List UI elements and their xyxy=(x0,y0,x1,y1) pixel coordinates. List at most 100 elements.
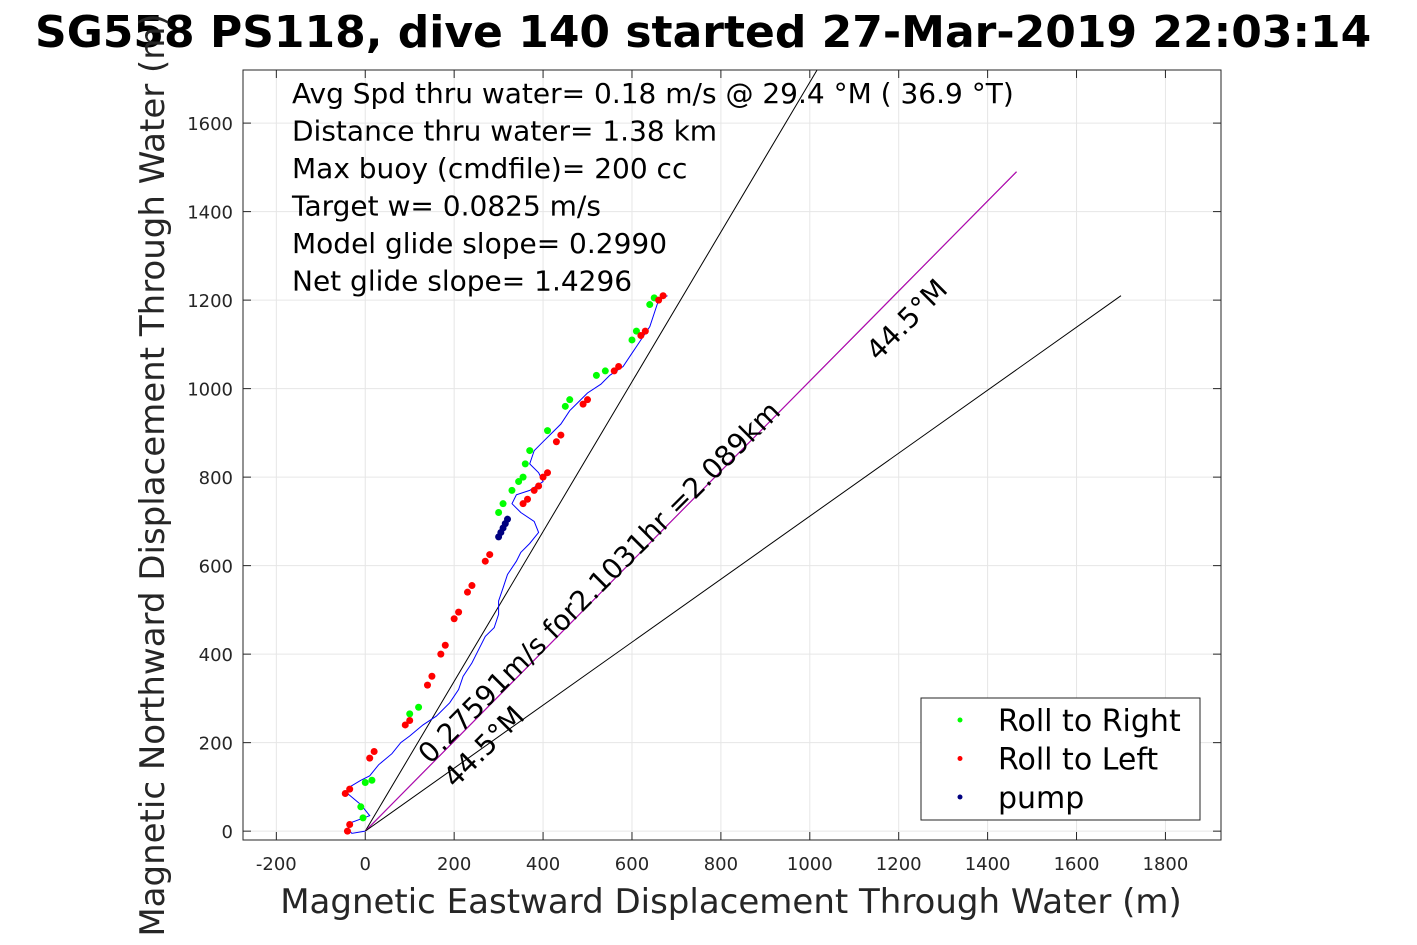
marker-roll-to-left xyxy=(530,486,538,494)
current-label: 0.27591m/s for2.1031hr =2.089km xyxy=(412,395,787,770)
reference-line-bound-left xyxy=(364,70,818,832)
x-axis-label: Magnetic Eastward Displacement Through W… xyxy=(280,882,1182,922)
marker-roll-to-right xyxy=(368,776,376,784)
y-tick-label: 200 xyxy=(199,734,233,755)
marker-roll-to-right xyxy=(508,486,516,494)
marker-roll-to-left xyxy=(441,641,449,649)
info-line: Avg Spd thru water= 0.18 m/s @ 29.4 °M (… xyxy=(292,77,1014,110)
y-tick-label: 1400 xyxy=(187,203,233,224)
info-line: Distance thru water= 1.38 km xyxy=(292,115,717,148)
marker-roll-to-left xyxy=(524,495,532,503)
marker-roll-to-left xyxy=(637,332,645,340)
info-line: Target w= 0.0825 m/s xyxy=(291,190,601,223)
marker-roll-to-left xyxy=(437,650,445,658)
marker-roll-to-left xyxy=(463,588,471,596)
marker-roll-to-left xyxy=(486,551,494,559)
x-tick-label: 1400 xyxy=(965,854,1011,875)
marker-roll-to-left xyxy=(343,827,351,835)
marker-roll-to-left xyxy=(641,327,649,335)
glider-track xyxy=(346,295,668,834)
x-tick-label: -200 xyxy=(256,854,297,875)
marker-roll-to-right xyxy=(628,336,636,344)
marker-roll-to-right xyxy=(526,447,534,455)
y-tick-label: 1000 xyxy=(187,380,233,401)
legend-marker-roll-to-left xyxy=(957,756,963,761)
y-tick-label: 800 xyxy=(199,468,233,489)
marker-roll-to-left xyxy=(401,721,409,729)
y-tick-label: 1600 xyxy=(187,114,233,135)
x-tick-label: 400 xyxy=(526,854,560,875)
info-line: Max buoy (cmdfile)= 200 cc xyxy=(292,152,687,185)
marker-roll-to-right xyxy=(415,703,423,711)
marker-roll-to-left xyxy=(535,482,543,490)
marker-roll-to-left xyxy=(615,362,623,370)
plot-area xyxy=(341,70,1122,835)
marker-roll-to-left xyxy=(346,785,354,793)
marker-roll-to-right xyxy=(646,301,654,309)
marker-roll-to-left xyxy=(481,557,489,565)
x-tick-label: 0 xyxy=(360,854,371,875)
x-tick-label: 1800 xyxy=(1143,854,1189,875)
x-tick-label: 800 xyxy=(704,854,738,875)
marker-roll-to-left xyxy=(450,615,458,623)
y-tick-label: 1200 xyxy=(187,291,233,312)
legend-label-pump: pump xyxy=(998,781,1084,816)
legend-label-roll-to-right: Roll to Right xyxy=(998,704,1181,739)
marker-roll-to-right xyxy=(566,396,574,404)
marker-roll-to-right xyxy=(544,427,552,435)
marker-roll-to-left xyxy=(579,400,587,408)
reference-line-current xyxy=(364,171,1017,832)
marker-roll-to-right xyxy=(361,778,369,786)
marker-roll-to-left xyxy=(610,367,618,375)
legend-label-roll-to-left: Roll to Left xyxy=(998,743,1158,778)
marker-roll-to-right xyxy=(406,710,414,718)
x-tick-label: 200 xyxy=(437,854,471,875)
marker-roll-to-left xyxy=(341,790,349,798)
marker-pump xyxy=(504,515,512,523)
y-tick-label: 0 xyxy=(222,822,233,843)
marker-roll-to-right xyxy=(601,367,609,375)
marker-roll-to-left xyxy=(544,469,552,477)
marker-roll-to-right xyxy=(357,803,365,811)
y-axis-label: Magnetic Northward Displacement Through … xyxy=(133,13,173,936)
marker-roll-to-right xyxy=(632,327,640,335)
marker-roll-to-right xyxy=(519,473,527,481)
legend-marker-pump xyxy=(957,794,963,800)
marker-roll-to-left xyxy=(366,754,374,762)
plot-frame xyxy=(242,69,1222,841)
marker-roll-to-right xyxy=(561,402,569,410)
marker-roll-to-right xyxy=(495,509,503,517)
marker-roll-to-left xyxy=(584,396,592,404)
marker-roll-to-left xyxy=(519,500,527,508)
marker-roll-to-left xyxy=(370,747,378,755)
x-tick-label: 1000 xyxy=(787,854,833,875)
info-line: Model glide slope= 0.2990 xyxy=(292,227,667,260)
marker-roll-to-left xyxy=(455,608,463,616)
data-markers xyxy=(341,292,667,835)
marker-roll-to-left xyxy=(423,681,431,689)
course-label-upper: 44.5°M xyxy=(860,273,954,367)
info-line: Net glide slope= 1.4296 xyxy=(292,265,632,298)
info-text-block: Avg Spd thru water= 0.18 m/s @ 29.4 °M (… xyxy=(291,77,1014,298)
x-tick-label: 1600 xyxy=(1054,854,1100,875)
tick-labels: -200 0 200 400 600 800 1000 1200 1400 1600 1800 0 20… xyxy=(187,70,1221,875)
marker-roll-to-left xyxy=(468,582,476,590)
legend-marker-roll-to-right xyxy=(957,717,963,723)
marker-roll-to-right xyxy=(499,500,507,508)
marker-roll-to-left xyxy=(557,431,565,439)
marker-roll-to-left xyxy=(406,717,414,725)
marker-roll-to-left xyxy=(659,292,667,300)
marker-roll-to-right xyxy=(515,478,523,486)
marker-roll-to-left xyxy=(552,438,560,446)
x-tick-label: 600 xyxy=(615,854,649,875)
marker-roll-to-left xyxy=(346,821,354,829)
y-tick-label: 600 xyxy=(199,557,233,578)
marker-roll-to-right xyxy=(359,814,367,822)
marker-roll-to-right xyxy=(521,460,529,468)
x-tick-label: 1200 xyxy=(876,854,922,875)
chart-title: SG558 PS118, dive 140 started 27-Mar-201… xyxy=(35,7,1371,58)
marker-roll-to-left xyxy=(428,672,436,680)
